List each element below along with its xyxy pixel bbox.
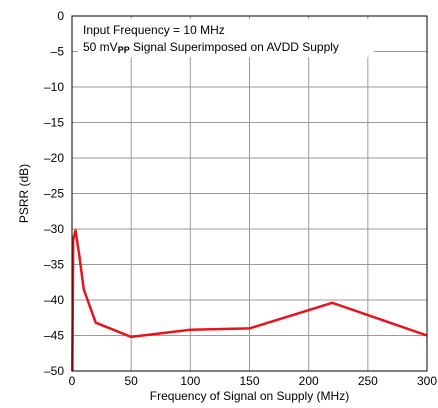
y-tick-label: –45 — [44, 329, 64, 343]
tick-labels: 0 50 100 150 200 250 300 0 –5 –10 –15 –20 –25 –30 –35 –… — [44, 9, 437, 388]
y-tick-label: –50 — [44, 364, 64, 378]
x-tick-label: 300 — [417, 374, 437, 388]
data-series — [71, 229, 428, 372]
y-tick-label: –35 — [44, 258, 64, 272]
y-axis-title: PSRR (dB) — [17, 164, 31, 223]
x-tick-label: 50 — [124, 374, 138, 388]
annotation-input-frequency: Input Frequency = 10 MHz — [83, 23, 225, 37]
annotation-signal-subscript: PP — [118, 45, 130, 55]
x-tick-label: 150 — [239, 374, 259, 388]
annotation-background — [78, 19, 374, 57]
y-tick-label: –40 — [44, 293, 64, 307]
y-tick-label: –20 — [44, 151, 64, 165]
annotation-signal-prefix: 50 mV — [83, 40, 118, 54]
annotation-signal-suffix: Signal Superimposed on AVDD Supply — [130, 40, 339, 54]
y-tick-label: 0 — [57, 9, 64, 23]
y-tick-label: –15 — [44, 116, 64, 130]
psrr-series-line — [71, 229, 428, 372]
x-tick-label: 100 — [180, 374, 200, 388]
x-axis-title: Frequency of Signal on Supply (MHz) — [150, 389, 349, 403]
plot-frame — [71, 15, 428, 372]
x-tick-label: 250 — [358, 374, 378, 388]
annotation: Input Frequency = 10 MHz 50 mVPP Signal … — [83, 23, 339, 55]
annotation-signal-note: 50 mVPP Signal Superimposed on AVDD Supp… — [83, 40, 339, 55]
y-tick-label: –30 — [44, 222, 64, 236]
y-tick-label: –5 — [51, 45, 65, 59]
y-tick-label: –10 — [44, 80, 64, 94]
x-tick-label: 200 — [299, 374, 319, 388]
x-tick-label: 0 — [69, 374, 76, 388]
y-tick-label: –25 — [44, 187, 64, 201]
